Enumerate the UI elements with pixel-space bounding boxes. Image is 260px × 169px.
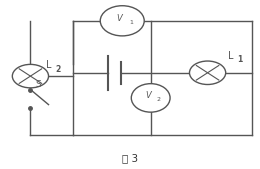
Text: L: L xyxy=(228,51,234,61)
Text: S: S xyxy=(36,80,41,89)
Text: 2: 2 xyxy=(157,97,160,102)
Text: 1: 1 xyxy=(237,55,243,64)
Text: L: L xyxy=(46,60,51,70)
Text: 图 3: 图 3 xyxy=(122,153,138,163)
Text: 1: 1 xyxy=(129,20,133,25)
Text: 2: 2 xyxy=(55,65,60,74)
Text: V: V xyxy=(145,91,151,100)
Circle shape xyxy=(190,61,226,84)
Ellipse shape xyxy=(100,6,144,36)
Circle shape xyxy=(12,64,49,88)
Ellipse shape xyxy=(131,84,170,112)
Text: V: V xyxy=(117,14,122,23)
